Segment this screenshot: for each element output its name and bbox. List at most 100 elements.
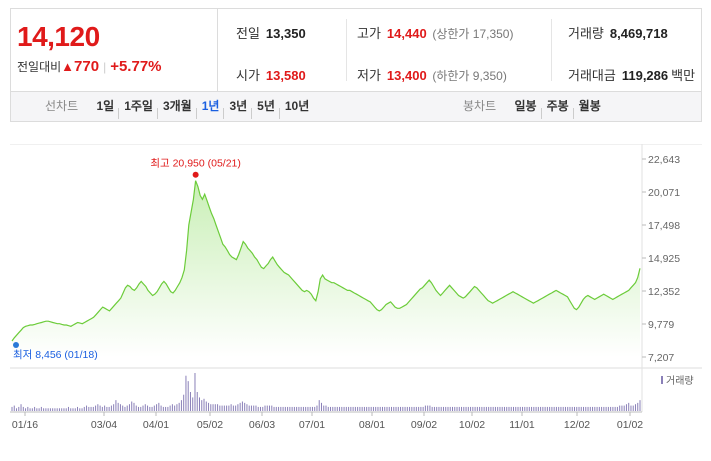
volume-bar <box>144 404 146 411</box>
tab-3y[interactable]: 3년 <box>224 99 252 113</box>
x-tick-label: 11/01 <box>509 419 535 431</box>
tab-1d[interactable]: 1일 <box>96 99 115 113</box>
volume-bar <box>97 404 99 411</box>
high-price: 고가 14,440 (상한가 17,350) <box>357 26 514 41</box>
volume-bar <box>180 400 182 411</box>
tab-monthly[interactable]: 월봉 <box>574 99 606 113</box>
volume-bar <box>528 406 530 411</box>
volume-bar <box>320 402 322 411</box>
volume-bar <box>126 405 128 411</box>
volume-bar <box>74 408 76 411</box>
x-tick-label: 01/16 <box>12 419 38 431</box>
volume-bar <box>205 401 207 411</box>
volume-bar <box>101 406 103 411</box>
volume-legend-label: 거래량 <box>666 375 694 387</box>
volume-bar <box>583 406 585 411</box>
volume-bar <box>508 406 510 411</box>
volume-bar <box>601 406 603 411</box>
divider <box>346 19 347 81</box>
volume-bar <box>43 408 45 411</box>
volume-bar <box>562 406 564 411</box>
change-rate: +5.77% <box>110 58 162 75</box>
volume-bar <box>330 406 332 411</box>
volume-bar <box>90 406 92 411</box>
volume-bar <box>341 406 343 411</box>
volume-bar <box>485 406 487 411</box>
volume-bar <box>70 408 72 411</box>
tab-3m[interactable]: 3개월 <box>158 99 197 113</box>
volume-bar <box>375 406 377 411</box>
volume-bar <box>391 406 393 411</box>
volume-bar <box>616 406 618 411</box>
volume-bar <box>189 392 191 411</box>
volume-bar <box>239 402 241 411</box>
volume-bar <box>255 405 257 411</box>
volume-bar <box>481 406 483 411</box>
volume-bar <box>156 404 158 411</box>
volume-bar <box>388 406 390 411</box>
volume-bar <box>429 405 431 411</box>
y-tick-label: 12,352 <box>648 286 680 298</box>
volume-bar <box>445 406 447 411</box>
x-tick-label: 04/01 <box>143 419 169 431</box>
volume-bar <box>348 406 350 411</box>
tab-1w[interactable]: 1주일 <box>119 99 158 113</box>
price-box: 14,120 전일대비▲770 | +5.77% <box>11 9 218 91</box>
volume-bar <box>31 408 33 411</box>
y-tick-label: 7,207 <box>648 352 674 364</box>
volume-bar <box>54 408 56 411</box>
prev-close: 전일 13,350 <box>236 26 306 41</box>
volume-bar <box>465 406 467 411</box>
volume-bar <box>332 406 334 411</box>
volume-bar <box>104 405 106 411</box>
volume-bar <box>273 406 275 411</box>
tab-daily[interactable]: 일봉 <box>514 99 537 113</box>
volume-bar <box>467 406 469 411</box>
tab-5y[interactable]: 5년 <box>252 99 280 113</box>
volume-bar <box>533 406 535 411</box>
volume-bar <box>187 381 189 411</box>
y-tick-label: 20,071 <box>648 187 680 199</box>
volume-bar <box>178 402 180 411</box>
volume-bar <box>61 408 63 411</box>
volume-bar <box>16 408 18 411</box>
tab-weekly[interactable]: 주봉 <box>542 99 574 113</box>
x-tick-label: 12/02 <box>564 419 590 431</box>
y-tick-label: 17,498 <box>648 220 680 232</box>
low-price: 저가 13,400 (하한가 9,350) <box>357 68 507 83</box>
volume-bar <box>122 405 124 411</box>
volume-bar <box>27 406 29 411</box>
volume-legend-swatch <box>661 376 663 384</box>
volume-bar <box>479 406 481 411</box>
volume-bar <box>119 404 121 411</box>
volume-bar <box>420 406 422 411</box>
volume-bar <box>334 406 336 411</box>
volume-bar <box>153 405 155 411</box>
volume-bar <box>580 406 582 411</box>
volume-bar <box>458 406 460 411</box>
volume-bar <box>149 406 151 411</box>
volume-bar <box>366 406 368 411</box>
volume-bar <box>605 406 607 411</box>
volume-bar <box>474 406 476 411</box>
volume-bar <box>244 402 246 411</box>
volume-bar <box>639 400 641 411</box>
volume-bar <box>454 406 456 411</box>
min-price-label: 최저 8,456 (01/18) <box>13 349 98 361</box>
volume-bar <box>576 406 578 411</box>
volume-bar <box>368 406 370 411</box>
volume-bar <box>95 405 97 411</box>
tab-1y[interactable]: 1년 <box>197 99 225 113</box>
volume-bar <box>275 406 277 411</box>
volume-bar <box>25 408 27 411</box>
chart-tabs: 선차트 1일 1주일 3개월 1년 3년 5년 10년 봉차트 일봉 주봉 월봉 <box>10 92 702 122</box>
volume-bar <box>309 406 311 411</box>
volume-bar <box>531 406 533 411</box>
open-price: 시가 13,580 <box>236 68 306 83</box>
volume-bar <box>517 406 519 411</box>
tab-10y[interactable]: 10년 <box>280 99 314 113</box>
volume-bar <box>106 406 108 411</box>
volume-bar <box>169 405 171 411</box>
volume-bar <box>13 405 15 411</box>
volume-bar <box>449 406 451 411</box>
